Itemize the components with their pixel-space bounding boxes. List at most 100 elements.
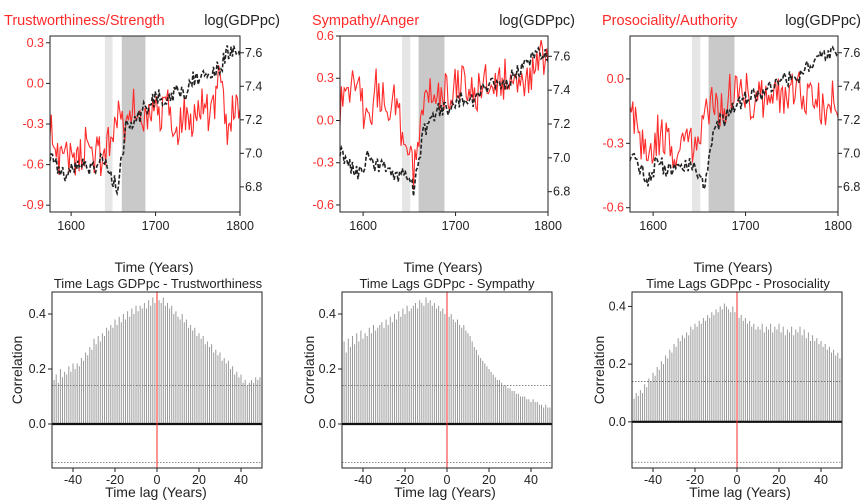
panel-4-bar (120, 322, 122, 424)
panel-6-bar (692, 329, 694, 422)
panel-6-bar (734, 312, 736, 422)
panel-6-bar (709, 317, 711, 422)
panel-4-bar (169, 308, 171, 424)
panel-4-bar (188, 327, 189, 424)
panel-1-xtick-label: 1600 (57, 219, 85, 233)
panel-4-bar (99, 341, 101, 424)
panel-6-xtick-label: 20 (772, 473, 786, 487)
panel-2-ytick-left-label: 0.3 (317, 71, 334, 85)
panel-4-bar (158, 300, 160, 424)
panel-4-bar (259, 377, 261, 424)
panel-5-bar (400, 316, 402, 424)
panel-5-xtick-label: 0 (444, 473, 451, 487)
panel-6-bar (833, 349, 835, 422)
panel-4-bar (217, 355, 219, 424)
panel-5-bar (526, 399, 528, 424)
panel-4-bar (171, 305, 173, 424)
panel-3-xlabel: Time (Years) (693, 259, 772, 275)
panel-4-bar (221, 360, 223, 424)
panel-4-bar (72, 363, 74, 424)
panel-5-bar (515, 393, 517, 424)
panel-6-bar (799, 326, 801, 422)
panel-2-ytick-right-label: 7.6 (553, 49, 570, 63)
panel-5-bar (368, 327, 370, 424)
panel-5-bar (467, 333, 469, 424)
panel-6-bar (795, 329, 797, 422)
panel-2-series-gdp-line (339, 45, 549, 197)
panel-6-bar (660, 361, 662, 422)
panel-5-bar (490, 371, 492, 424)
panel-4-bar (196, 336, 198, 424)
panel-1-right-title: log(GDPpc) (204, 13, 280, 29)
panel-5-bar (509, 388, 511, 424)
panel-4-ylabel: Correlation (9, 336, 25, 404)
panel-5-bar (408, 311, 410, 424)
panel-5-bar (396, 319, 398, 424)
panel-2-ytick-right-label: 7.4 (553, 83, 570, 97)
panel-4-bar (152, 297, 154, 424)
panel-3-title: Prosociality/Authority (602, 13, 738, 29)
panel-6-bar (759, 329, 761, 422)
panel-4-bar (78, 366, 80, 424)
panel-3-shaded-period-1 (691, 36, 701, 212)
panel-3-ytick-left-label: -0.3 (602, 136, 624, 150)
panel-4-bar (95, 344, 97, 424)
panel-5-title: Time Lags GDPpc - Sympathy (359, 276, 535, 291)
panel-6-bar (805, 338, 807, 422)
panel-5-bar (511, 391, 513, 424)
panel-4-bar (198, 333, 200, 424)
panel-4-bar (141, 308, 143, 424)
panel-5-bar (492, 374, 494, 424)
panel-5-ylabel: Correlation (301, 336, 317, 404)
panel-4-ytick-label: 0.4 (29, 307, 46, 321)
panel-4-bar (150, 305, 152, 424)
panel-6-bar (824, 343, 826, 422)
panel-6-bar (797, 332, 799, 422)
panel-6-bar (774, 326, 776, 422)
panel-4-bar (248, 382, 250, 424)
panel-4-bar (53, 380, 55, 424)
panel-6-bar (713, 315, 715, 422)
panel-5-bar (412, 305, 414, 424)
panel-4-bar (204, 344, 206, 424)
panel-4-bar (129, 316, 131, 424)
panel-5-bar (383, 327, 385, 424)
panel-4-bar (190, 325, 192, 424)
panel-6-bar (818, 343, 820, 422)
panel-6-bar (837, 352, 839, 422)
panel-5-bar (419, 300, 421, 424)
panel-6-bar (648, 378, 650, 422)
panel-5-bar (375, 330, 377, 424)
panel-4-bar (225, 363, 227, 424)
panel-4-bar (80, 358, 82, 424)
panel-6-bar (652, 372, 654, 422)
panel-5-bar (402, 308, 404, 424)
panel-5-xtick-label: -20 (396, 473, 414, 487)
panel-6-bar (644, 384, 646, 422)
panel-4-bar (179, 319, 181, 424)
panel-3-series-gdp-line (629, 45, 839, 192)
panel-5-ytick-label: 0.4 (319, 307, 336, 321)
panel-4-bar (127, 311, 129, 424)
panel-4-bar (162, 297, 164, 424)
panel-5-bar (488, 369, 490, 424)
panel-2-ytick-left-label: 0.0 (317, 113, 334, 127)
panel-4-bar (167, 303, 168, 424)
panel-4-bar (137, 311, 139, 424)
panel-3-ytick-right-label: 7.4 (843, 79, 860, 93)
panel-4-bar (97, 336, 99, 424)
panel-2-title: Sympathy/Anger (312, 13, 419, 29)
panel-5-bar (436, 308, 437, 424)
panel-2-ytick-left-label: -0.6 (312, 198, 334, 212)
panel-6-bar (755, 329, 757, 422)
panel-5-bar (549, 407, 551, 424)
panel-6-bar (770, 323, 772, 422)
panel-2-ytick-right-label: 7.2 (553, 117, 570, 131)
panel-6-bar (673, 343, 675, 422)
panel-5-bar (524, 396, 526, 424)
panel-5-bar (452, 319, 454, 424)
panel-5-bar (463, 325, 465, 424)
panel-1-ytick-left-label: -0.9 (22, 198, 44, 212)
panel-5-bar (440, 311, 442, 424)
